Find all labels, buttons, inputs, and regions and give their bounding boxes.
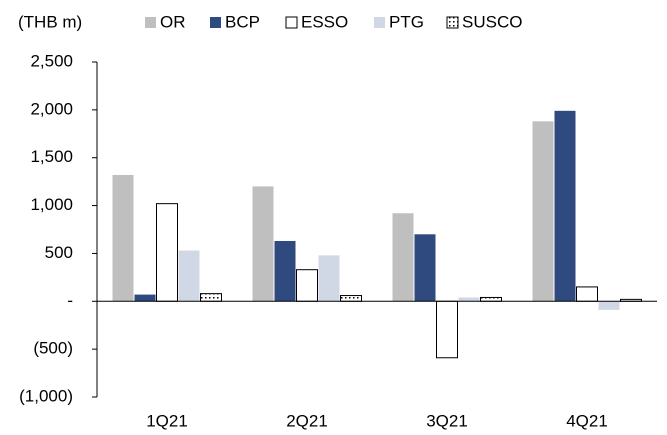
bar	[252, 186, 274, 302]
bar	[480, 296, 502, 302]
legend-swatch	[374, 17, 385, 28]
y-tick-label: 1,000	[30, 195, 73, 214]
legend-label: ESSO	[301, 12, 348, 31]
legend-label: BCP	[225, 12, 260, 31]
y-tick-label: (500)	[33, 339, 73, 358]
legend-label: OR	[160, 12, 186, 31]
y-tick-label: 500	[45, 243, 73, 262]
x-tick-label: 1Q21	[146, 411, 188, 430]
bar	[340, 295, 362, 302]
bar	[458, 297, 480, 302]
x-tick-label: 4Q21	[566, 411, 608, 430]
legend-label: SUSCO	[462, 12, 522, 31]
y-tick-label: 2,500	[30, 51, 73, 70]
legend-label: PTG	[389, 12, 424, 31]
legend-swatch	[446, 16, 459, 29]
bar	[318, 255, 340, 302]
bar	[554, 110, 576, 302]
y-tick-label: 1,500	[30, 147, 73, 166]
legend-swatch	[210, 17, 221, 28]
bar	[436, 300, 458, 359]
legend-swatch	[285, 16, 298, 29]
bar	[178, 250, 200, 302]
y-axis-label: (THB m)	[18, 12, 82, 31]
x-tick-label: 2Q21	[286, 411, 328, 430]
x-tick-label: 3Q21	[426, 411, 468, 430]
legend-swatch	[145, 17, 156, 28]
bar	[200, 293, 222, 302]
bar	[598, 301, 620, 310]
bar	[532, 121, 554, 302]
bar	[156, 203, 178, 302]
y-tick-label: -	[67, 291, 73, 310]
bar	[576, 286, 598, 302]
bar	[274, 240, 296, 302]
bar	[392, 213, 414, 302]
y-tick-label: 2,000	[30, 99, 73, 118]
y-tick-label: (1,000)	[19, 386, 73, 405]
bar	[134, 294, 156, 302]
bar	[414, 234, 436, 302]
bar	[112, 174, 134, 302]
bar	[296, 269, 318, 302]
